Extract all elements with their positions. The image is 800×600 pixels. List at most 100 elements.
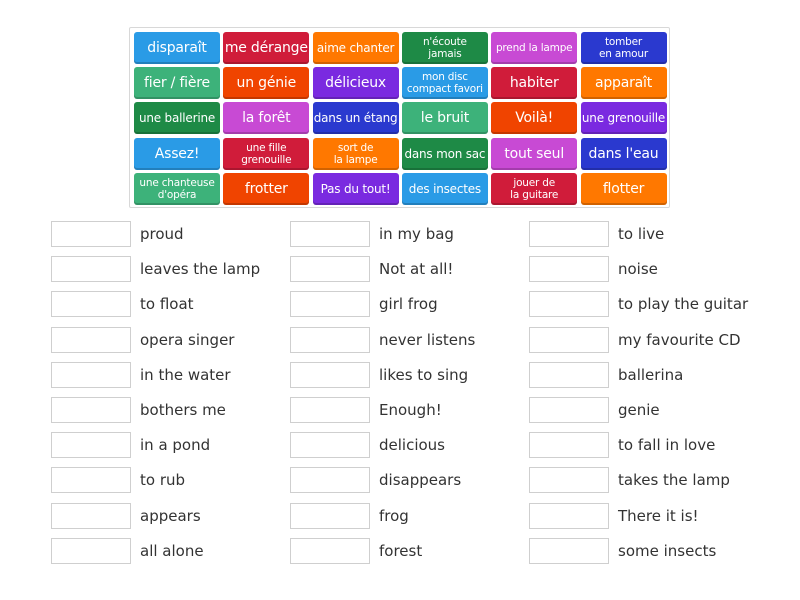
word-tile[interactable]: me dérange — [223, 32, 310, 64]
drop-box[interactable] — [51, 256, 131, 283]
drop-box[interactable] — [290, 221, 370, 247]
drop-box[interactable] — [529, 256, 609, 283]
drop-box[interactable] — [51, 291, 131, 318]
clue-label: forest — [379, 541, 423, 560]
clue-label: to play the guitar — [618, 295, 749, 314]
word-tile-label: une chanteuse d'opéra — [139, 176, 215, 201]
drop-box[interactable] — [529, 291, 609, 318]
word-tile-label: frotter — [244, 180, 288, 197]
word-tile[interactable]: mon disc compact favori — [401, 67, 488, 100]
clue-label: all alone — [140, 541, 204, 560]
word-tile[interactable]: habiter — [491, 67, 578, 100]
word-tile[interactable]: tomber en amour — [580, 32, 667, 64]
word-tile-label: aime chanter — [316, 41, 395, 55]
word-tile-label: des insectes — [408, 181, 481, 196]
clue-label: some insects — [618, 541, 717, 560]
drop-box[interactable] — [51, 502, 131, 529]
word-tile[interactable]: n'écoute jamais — [401, 32, 488, 64]
word-tile[interactable]: aime chanter — [312, 32, 399, 64]
word-tile-bank: disparaît me dérange aime chanter n'écoute … — [129, 27, 670, 208]
clue-label: noise — [618, 260, 658, 279]
word-tile[interactable]: dans mon sac — [401, 137, 488, 170]
word-tile[interactable]: disparaît — [134, 32, 220, 64]
word-tile-label: le bruit — [420, 110, 470, 127]
drop-box[interactable] — [51, 397, 131, 423]
word-tile[interactable]: dans l'eau — [580, 137, 667, 170]
clue-label: ballerina — [618, 365, 684, 384]
word-tile[interactable]: dans un étang — [312, 102, 399, 135]
word-tile-label: dans un étang — [313, 111, 398, 126]
drop-box[interactable] — [290, 361, 370, 388]
word-tile-label: disparaît — [147, 40, 207, 56]
word-tile[interactable]: flotter — [580, 172, 667, 205]
word-tile-label: me dérange — [224, 40, 308, 56]
drop-box[interactable] — [529, 397, 609, 423]
word-tile-label: mon disc compact favori — [406, 71, 483, 96]
drop-box[interactable] — [290, 467, 370, 494]
word-tile[interactable]: une ballerine — [134, 102, 220, 135]
clue-label: frog — [379, 506, 409, 525]
drop-box[interactable] — [51, 326, 131, 353]
drop-box[interactable] — [529, 326, 609, 353]
drop-box[interactable] — [529, 221, 609, 247]
word-tile[interactable]: fier / fière — [134, 67, 220, 100]
word-tile[interactable]: Pas du tout! — [312, 172, 399, 205]
drop-box[interactable] — [290, 397, 370, 423]
word-tile[interactable]: Voilà! — [491, 102, 578, 135]
clue-label: disappears — [379, 471, 462, 490]
drop-box[interactable] — [529, 502, 609, 529]
word-tile-label: une ballerine — [138, 111, 216, 126]
word-tile-label: délicieux — [325, 75, 387, 92]
clue-label: in my bag — [379, 225, 454, 243]
drop-box[interactable] — [290, 291, 370, 318]
word-tile-label: une grenouille — [581, 111, 666, 126]
drop-box[interactable] — [51, 361, 131, 388]
clue-label: in a pond — [140, 436, 211, 455]
word-tile-label: Voilà! — [515, 110, 554, 127]
word-tile-label: tout seul — [504, 145, 565, 162]
word-tile[interactable]: le bruit — [401, 102, 488, 135]
word-tile-label: tomber en amour — [599, 36, 648, 60]
word-tile[interactable]: prend la lampe — [491, 32, 578, 64]
clue-label: bothers me — [140, 401, 226, 419]
drop-box[interactable] — [51, 467, 131, 494]
word-tile-label: un génie — [236, 75, 297, 92]
clue-label: to live — [618, 225, 665, 243]
word-tile-label: habiter — [509, 75, 559, 92]
clue-label: leaves the lamp — [140, 260, 261, 279]
drop-box[interactable] — [290, 432, 370, 459]
drop-box[interactable] — [529, 467, 609, 494]
drop-box[interactable] — [529, 432, 609, 459]
word-tile[interactable]: une grenouille — [580, 102, 667, 135]
word-tile[interactable]: une chanteuse d'opéra — [134, 172, 220, 205]
drop-box[interactable] — [51, 221, 131, 247]
word-tile-label: dans l'eau — [588, 145, 659, 162]
clue-label: proud — [140, 225, 184, 243]
clue-label: appears — [140, 506, 201, 525]
clue-label: to float — [140, 295, 194, 314]
drop-box[interactable] — [529, 537, 609, 564]
drop-box[interactable] — [529, 361, 609, 388]
word-tile[interactable]: Assez! — [134, 137, 220, 170]
word-tile[interactable]: sort de la lampe — [312, 137, 399, 170]
word-tile[interactable]: une fille grenouille — [223, 137, 310, 170]
clue-label: There it is! — [618, 506, 699, 525]
word-tile[interactable]: la forêt — [223, 102, 310, 135]
clue-label: likes to sing — [379, 365, 469, 384]
drop-box[interactable] — [290, 256, 370, 283]
word-tile[interactable]: tout seul — [491, 137, 578, 170]
drop-box[interactable] — [51, 432, 131, 459]
drop-box[interactable] — [51, 537, 131, 564]
word-tile[interactable]: délicieux — [312, 67, 399, 100]
drop-box[interactable] — [290, 502, 370, 529]
drop-box[interactable] — [290, 537, 370, 564]
clue-label: Not at all! — [379, 260, 454, 279]
word-tile[interactable]: apparaît — [580, 67, 667, 100]
word-tile[interactable]: un génie — [223, 67, 310, 100]
drop-box[interactable] — [290, 326, 370, 353]
clue-label: opera singer — [140, 330, 235, 349]
word-tile[interactable]: jouer de la guitare — [491, 172, 578, 205]
word-tile[interactable]: des insectes — [401, 172, 488, 205]
word-tile[interactable]: frotter — [223, 172, 310, 205]
clue-label: girl frog — [379, 295, 438, 314]
